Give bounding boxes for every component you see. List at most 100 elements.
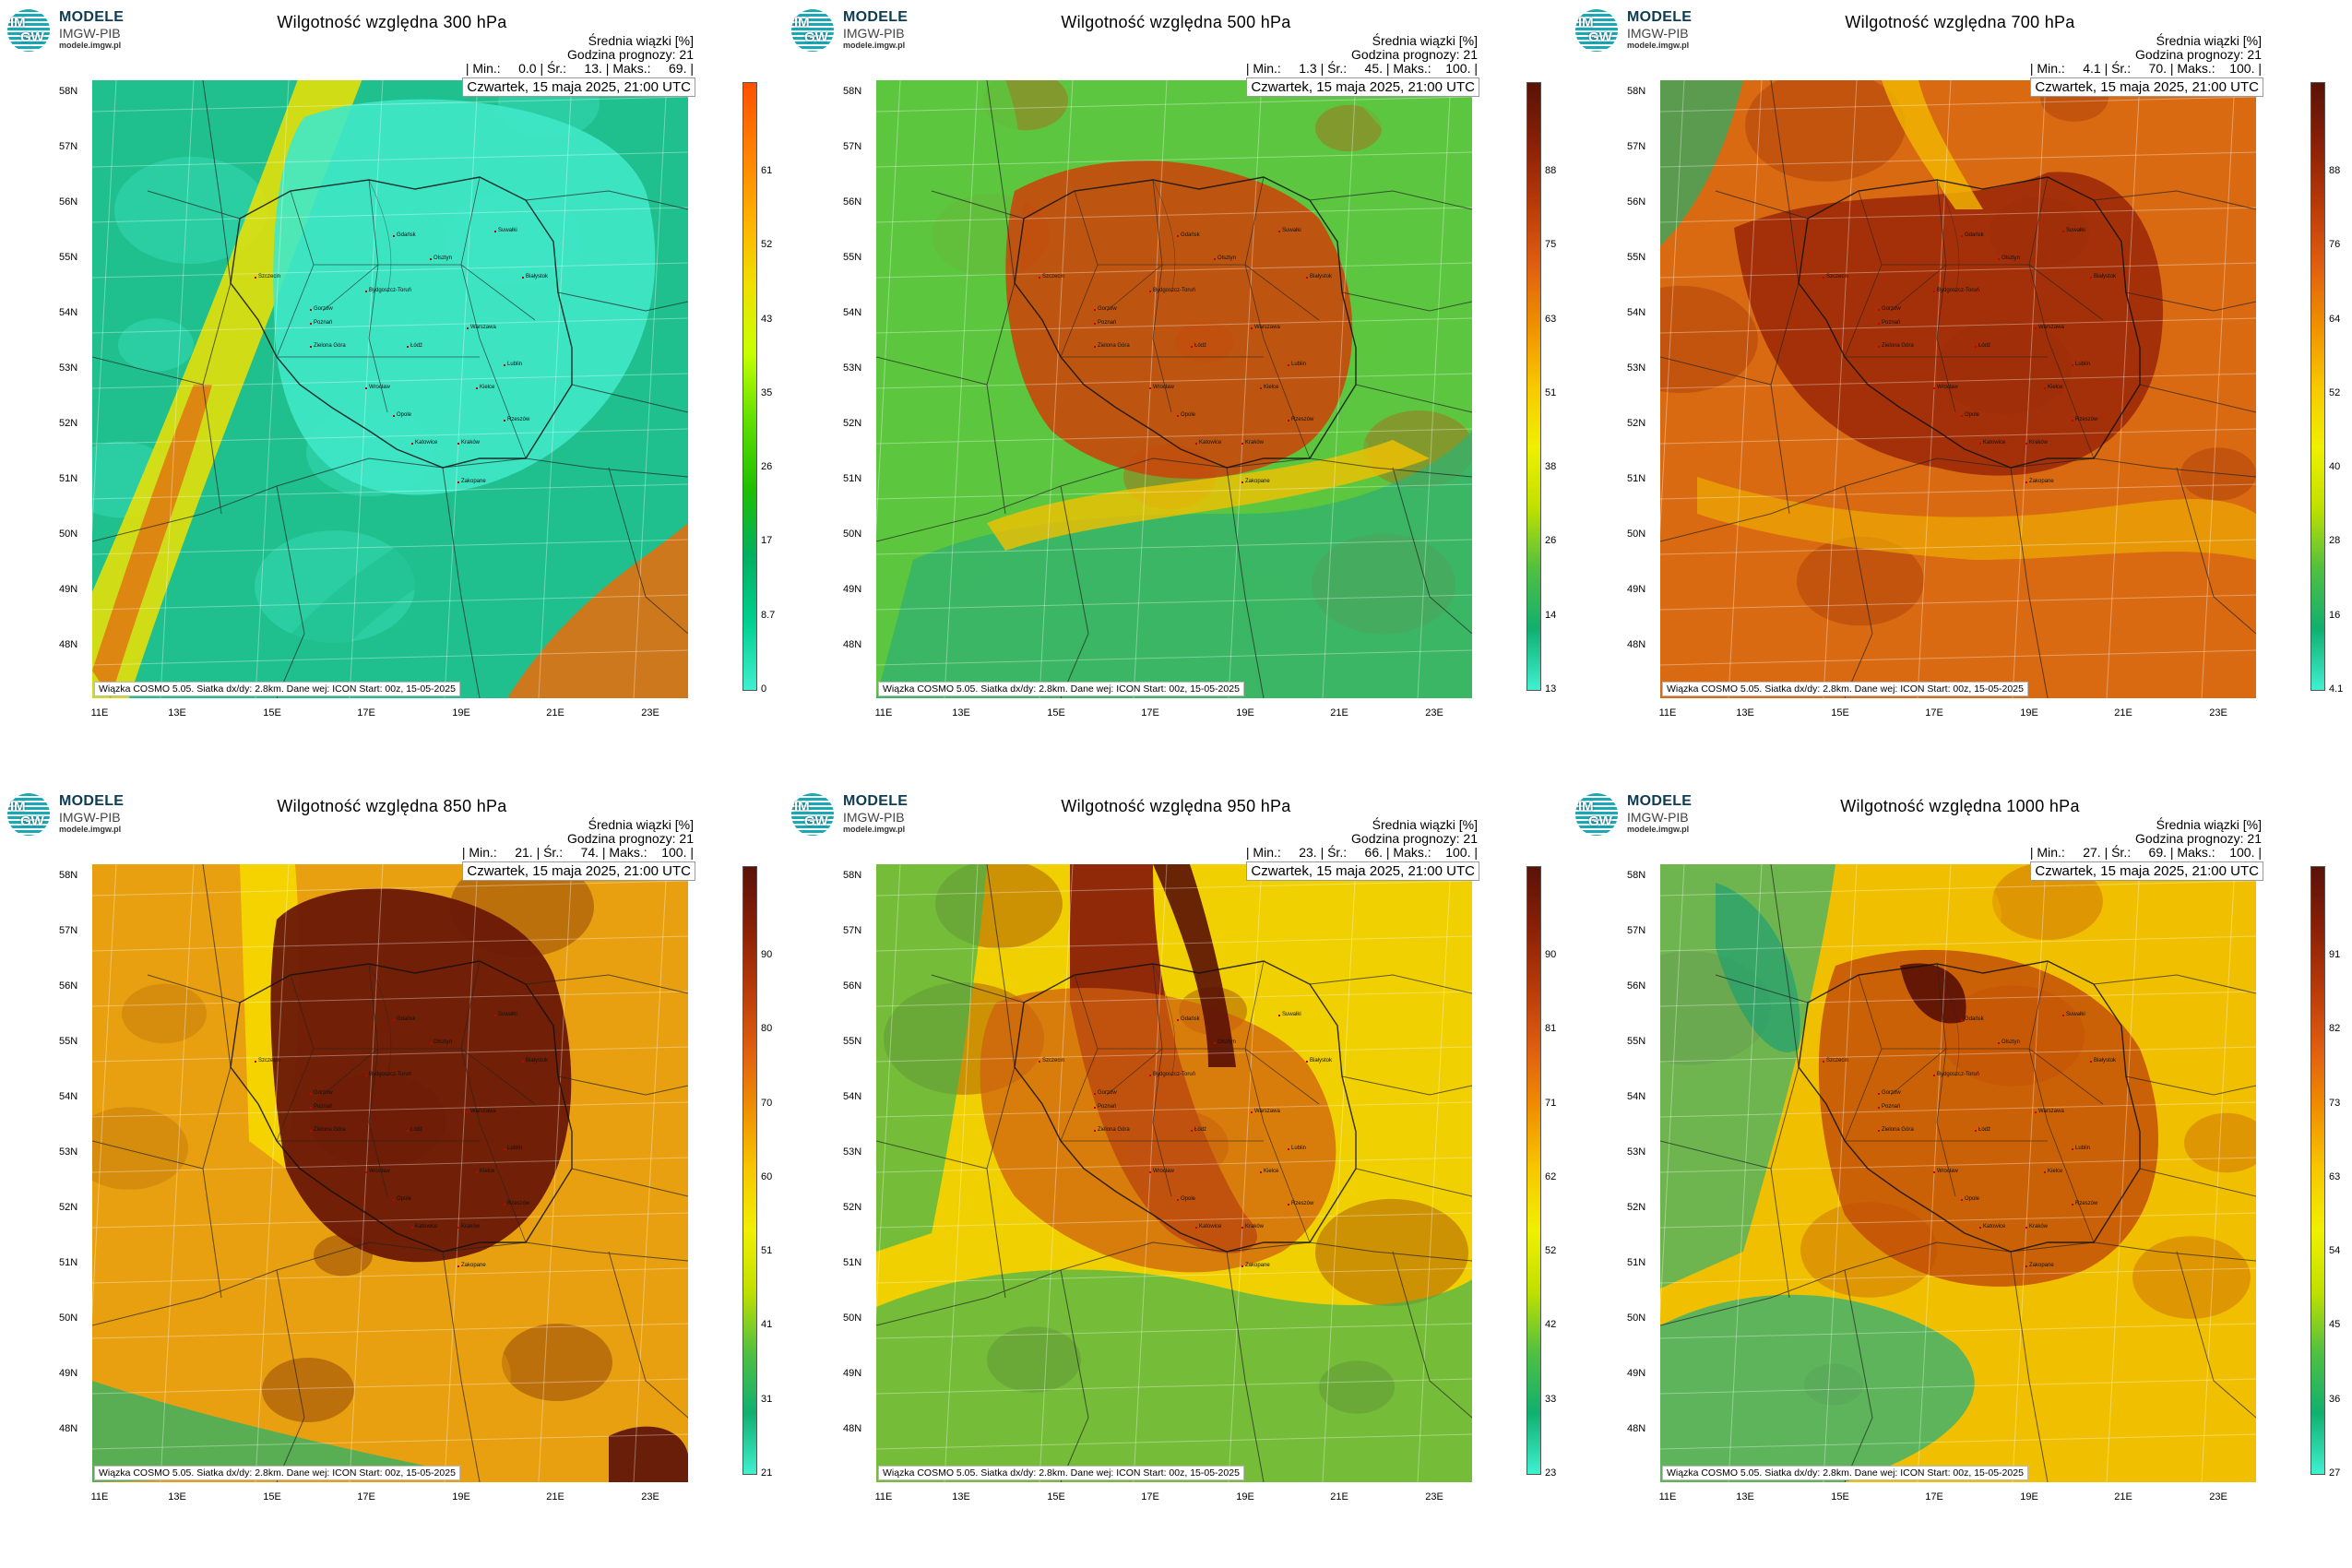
city-label: Łódź bbox=[1974, 343, 1991, 349]
lon-label: 15E bbox=[263, 707, 281, 719]
lat-label: 55N bbox=[1627, 252, 1646, 263]
city-label: Lublin bbox=[1287, 1146, 1307, 1151]
colorbar-tick: 42 bbox=[1545, 1319, 1557, 1331]
colorbar-tick: 63 bbox=[2329, 1170, 2341, 1182]
panel-meta: Średnia wiązki [%] Godzina prognozy: 21 … bbox=[2030, 34, 2262, 76]
city-label: Olsztyn bbox=[1213, 255, 1237, 261]
city-label: Zielona Góra bbox=[1094, 343, 1130, 349]
colorbar-tick: 52 bbox=[1545, 1245, 1557, 1257]
city-label: Rzeszów bbox=[1287, 1201, 1314, 1206]
city-label: Gorzów bbox=[1094, 306, 1117, 312]
city-label: Warszawa bbox=[1251, 1109, 1280, 1114]
city-label: Poznań bbox=[309, 320, 333, 326]
lon-label: 23E bbox=[641, 1491, 659, 1503]
logo-modele-text: MODELE bbox=[1627, 793, 1693, 809]
colorbar-tick: 0 bbox=[761, 683, 767, 695]
city-label: Zielona Góra bbox=[310, 1127, 346, 1133]
panel-stats: | Min.: 1.3 | Śr.: 45. | Maks.: 100. | bbox=[1245, 61, 1478, 76]
model-footer: Wiązka COSMO 5.05. Siatka dx/dy: 2.8km. … bbox=[1662, 1466, 2028, 1480]
panel-meta: Średnia wiązki [%] Godzina prognozy: 21 … bbox=[2030, 818, 2262, 860]
logo-url-text: modele.imgw.pl bbox=[843, 41, 906, 50]
lat-label: 57N bbox=[59, 141, 78, 152]
lon-label: 15E bbox=[263, 1491, 281, 1503]
city-label: Olsztyn bbox=[429, 1039, 453, 1045]
lon-label: 13E bbox=[1736, 707, 1754, 719]
lon-label: 21E bbox=[546, 707, 564, 719]
city-label: Kielce bbox=[475, 1169, 495, 1174]
imgw-logo: IM GW MODELE IMGW-PIB modele.imgw.pl bbox=[7, 7, 146, 53]
colorbar-tick: 62 bbox=[1545, 1170, 1557, 1182]
city-label: Bydgoszcz-Toruń bbox=[1148, 1072, 1196, 1077]
lat-label: 50N bbox=[59, 1313, 78, 1324]
panel-stats: | Min.: 21. | Śr.: 74. | Maks.: 100. | bbox=[461, 845, 694, 860]
lat-label: 54N bbox=[843, 1091, 862, 1102]
lon-label: 15E bbox=[1047, 707, 1065, 719]
lat-label: 48N bbox=[1627, 1423, 1646, 1434]
lat-label: 49N bbox=[843, 1368, 862, 1379]
city-label: Kielce bbox=[1259, 385, 1279, 390]
forecast-hour: Godzina prognozy: 21 bbox=[567, 831, 694, 846]
lon-label: 21E bbox=[1330, 707, 1348, 719]
lon-label: 23E bbox=[1425, 707, 1443, 719]
lat-label: 51N bbox=[843, 473, 862, 484]
lat-label: 58N bbox=[59, 870, 78, 881]
lat-label: 49N bbox=[59, 1368, 78, 1379]
lat-label: 58N bbox=[1627, 86, 1646, 97]
lat-label: 53N bbox=[843, 1146, 862, 1158]
city-label: Wrocław bbox=[365, 385, 390, 390]
city-label: Białystok bbox=[2089, 274, 2117, 279]
logo-modele-text: MODELE bbox=[59, 9, 125, 25]
panel-stats: | Min.: 23. | Śr.: 66. | Maks.: 100. | bbox=[1245, 845, 1478, 860]
lon-label: 13E bbox=[1736, 1491, 1754, 1503]
lat-label: 50N bbox=[1627, 1313, 1646, 1324]
model-footer: Wiązka COSMO 5.05. Siatka dx/dy: 2.8km. … bbox=[94, 682, 460, 696]
imgw-logo: IM GW MODELE IMGW-PIB modele.imgw.pl bbox=[1575, 7, 1714, 53]
legend-title: Średnia wiązki [%] bbox=[1372, 33, 1478, 48]
lon-label: 21E bbox=[2114, 707, 2132, 719]
lat-label: 55N bbox=[59, 1036, 78, 1047]
forecast-hour: Godzina prognozy: 21 bbox=[1351, 831, 1478, 846]
colorbar-tick: 27 bbox=[2329, 1467, 2341, 1479]
city-label: Gdańsk bbox=[393, 1016, 416, 1022]
colorbar-tick: 21 bbox=[761, 1467, 773, 1479]
city-label: Suwałki bbox=[2062, 1012, 2085, 1017]
lat-label: 55N bbox=[1627, 1036, 1646, 1047]
colorbar bbox=[1526, 82, 1541, 691]
city-label: Olsztyn bbox=[1997, 1039, 2021, 1045]
panel-title: Wilgotność względna 1000 hPa bbox=[1840, 797, 2080, 815]
city-label: Poznań bbox=[1093, 320, 1117, 326]
city-label: Opole bbox=[1960, 1196, 1980, 1202]
lon-label: 13E bbox=[168, 1491, 186, 1503]
lat-label: 57N bbox=[59, 925, 78, 936]
valid-date: Czwartek, 15 maja 2025, 21:00 UTC bbox=[1246, 77, 1479, 97]
lat-label: 52N bbox=[59, 418, 78, 429]
logo-org-text: IMGW-PIB bbox=[1627, 810, 1689, 825]
panel-meta: Średnia wiązki [%] Godzina prognozy: 21 … bbox=[1246, 34, 1478, 76]
city-label: Poznań bbox=[309, 1104, 333, 1110]
colorbar bbox=[1526, 866, 1541, 1475]
lat-label: 56N bbox=[59, 196, 78, 208]
colorbar-tick: 81 bbox=[1545, 1023, 1557, 1035]
imgw-logo: IM GW MODELE IMGW-PIB modele.imgw.pl bbox=[791, 7, 930, 53]
colorbar bbox=[742, 82, 757, 691]
colorbar-tick: 73 bbox=[2329, 1097, 2341, 1109]
lat-label: 57N bbox=[843, 141, 862, 152]
lat-label: 57N bbox=[1627, 141, 1646, 152]
imgw-logo: IM GW MODELE IMGW-PIB modele.imgw.pl bbox=[7, 791, 146, 837]
colorbar-tick: 91 bbox=[2329, 949, 2341, 960]
city-label: Kraków bbox=[2025, 1224, 2049, 1229]
colorbar bbox=[742, 866, 757, 1475]
lon-label: 19E bbox=[452, 1491, 470, 1503]
panel-title: Wilgotność względna 700 hPa bbox=[1845, 13, 2075, 31]
city-label: Poznań bbox=[1877, 1104, 1901, 1110]
city-label: Zakopane bbox=[1241, 479, 1270, 484]
lat-label: 48N bbox=[59, 1423, 78, 1434]
city-label: Bydgoszcz-Toruń bbox=[1932, 288, 1980, 293]
colorbar-tick: 13 bbox=[1545, 683, 1557, 695]
colorbar-tick: 41 bbox=[761, 1319, 773, 1331]
city-label: Warszawa bbox=[1251, 325, 1280, 330]
lon-label: 21E bbox=[546, 1491, 564, 1503]
city-label: Katowice bbox=[410, 440, 438, 445]
colorbar-tick: 26 bbox=[761, 461, 773, 473]
lat-label: 51N bbox=[1627, 473, 1646, 484]
